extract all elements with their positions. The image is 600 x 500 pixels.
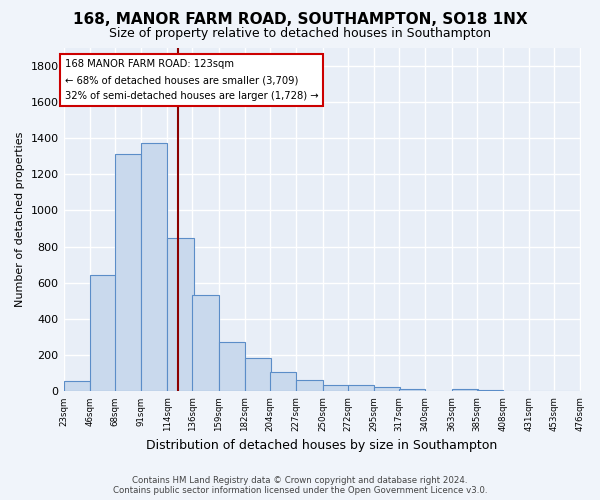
Bar xyxy=(115,154,141,392)
X-axis label: Distribution of detached houses by size in Southampton: Distribution of detached houses by size … xyxy=(146,440,497,452)
Bar xyxy=(193,296,219,392)
Text: Size of property relative to detached houses in Southampton: Size of property relative to detached ho… xyxy=(109,28,491,40)
Bar xyxy=(167,238,194,392)
Bar xyxy=(141,142,167,392)
Bar xyxy=(347,385,374,392)
Bar xyxy=(529,391,556,392)
Bar xyxy=(476,390,503,392)
Bar xyxy=(90,274,116,392)
Bar xyxy=(219,342,245,392)
Text: 168, MANOR FARM ROAD, SOUTHAMPTON, SO18 1NX: 168, MANOR FARM ROAD, SOUTHAMPTON, SO18 … xyxy=(73,12,527,28)
Bar xyxy=(503,390,529,392)
Bar xyxy=(425,390,452,392)
Bar xyxy=(399,388,425,392)
Bar xyxy=(323,385,349,392)
Text: Contains public sector information licensed under the Open Government Licence v3: Contains public sector information licen… xyxy=(113,486,487,495)
Bar xyxy=(64,382,90,392)
Text: Contains HM Land Registry data © Crown copyright and database right 2024.: Contains HM Land Registry data © Crown c… xyxy=(132,476,468,485)
Bar xyxy=(245,358,271,392)
Bar xyxy=(270,372,296,392)
Text: 168 MANOR FARM ROAD: 123sqm
← 68% of detached houses are smaller (3,709)
32% of : 168 MANOR FARM ROAD: 123sqm ← 68% of det… xyxy=(65,60,319,100)
Y-axis label: Number of detached properties: Number of detached properties xyxy=(15,132,25,307)
Bar xyxy=(452,388,478,392)
Bar xyxy=(374,387,400,392)
Bar xyxy=(296,380,323,392)
